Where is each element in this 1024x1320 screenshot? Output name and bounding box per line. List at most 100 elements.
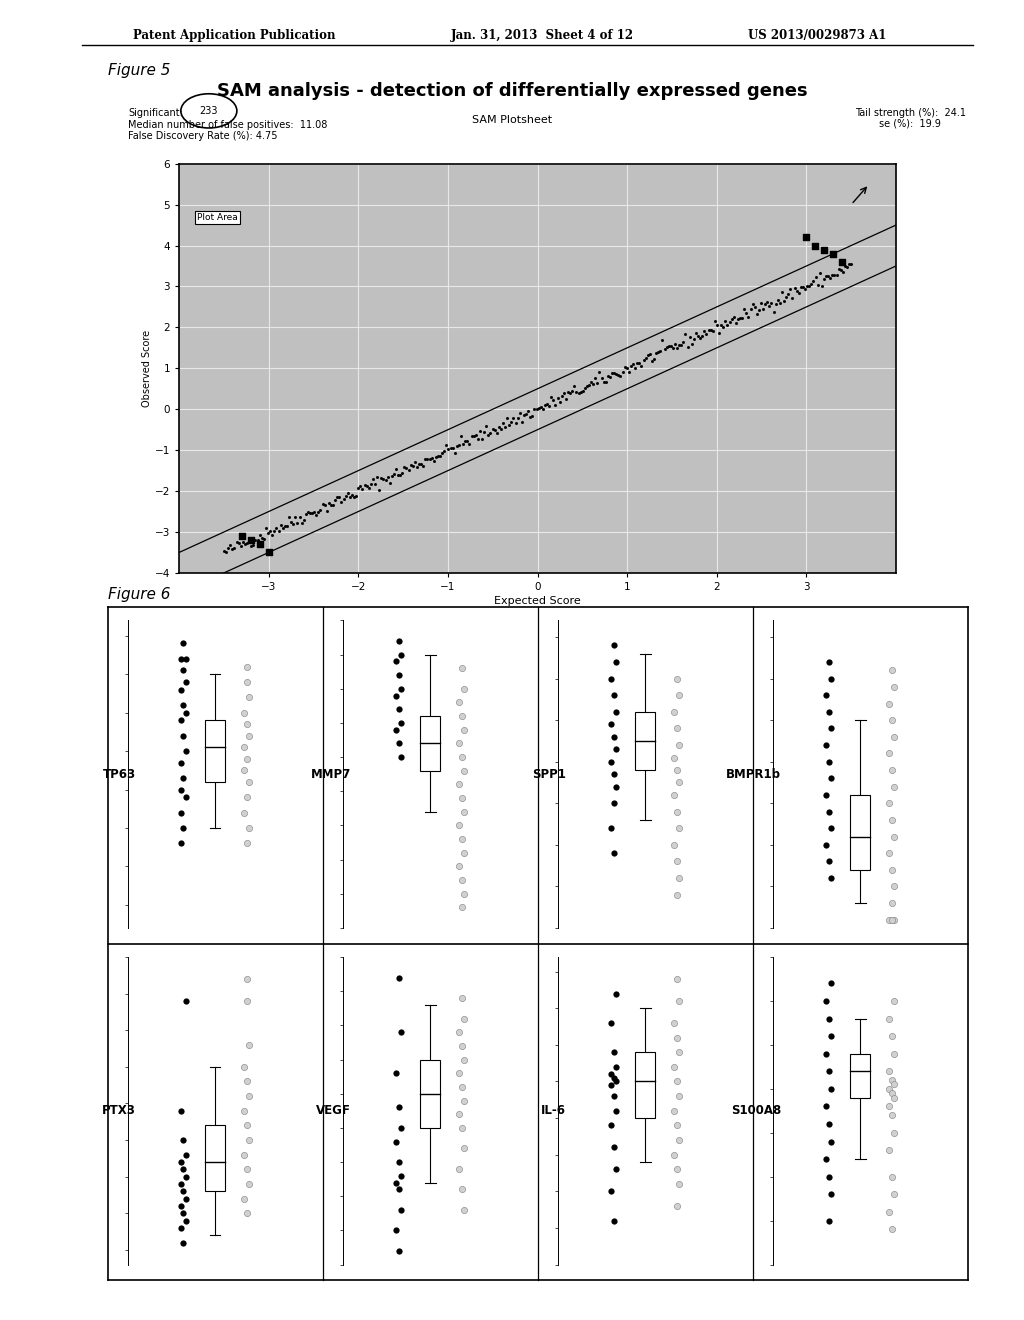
Text: SAM Plotsheet: SAM Plotsheet bbox=[472, 115, 552, 125]
Point bbox=[535, 399, 551, 420]
Point bbox=[436, 440, 453, 461]
Point bbox=[316, 495, 333, 516]
Point bbox=[751, 300, 767, 321]
Text: Plot Area: Plot Area bbox=[197, 213, 238, 222]
Point bbox=[409, 455, 425, 477]
Point bbox=[682, 327, 698, 348]
Point bbox=[356, 474, 373, 495]
Point bbox=[545, 389, 561, 411]
Point bbox=[564, 380, 581, 401]
Point bbox=[736, 298, 753, 319]
Point bbox=[629, 352, 645, 374]
Point bbox=[446, 442, 463, 463]
Text: TP63: TP63 bbox=[103, 768, 136, 780]
Point bbox=[449, 436, 465, 457]
Point bbox=[243, 529, 259, 550]
Point bbox=[570, 383, 587, 404]
Point bbox=[294, 513, 310, 535]
Point bbox=[250, 529, 266, 550]
Point bbox=[665, 338, 681, 359]
Point bbox=[279, 515, 295, 536]
Point bbox=[365, 469, 381, 490]
Point bbox=[304, 502, 321, 523]
Point bbox=[633, 355, 649, 376]
Point bbox=[709, 314, 725, 335]
Point bbox=[589, 372, 605, 393]
Point bbox=[274, 517, 291, 539]
Point bbox=[539, 393, 555, 414]
Point bbox=[232, 536, 249, 557]
Point bbox=[430, 445, 446, 466]
Point bbox=[501, 414, 517, 436]
Point bbox=[734, 308, 751, 329]
Point bbox=[686, 329, 702, 350]
Point bbox=[717, 310, 733, 331]
Point bbox=[466, 425, 482, 446]
Point bbox=[719, 314, 735, 335]
Point bbox=[738, 302, 755, 323]
Point bbox=[482, 422, 499, 444]
Bar bbox=[205, 1126, 225, 1192]
Point bbox=[621, 362, 637, 383]
Point bbox=[327, 490, 343, 511]
Point bbox=[434, 442, 451, 463]
Point bbox=[362, 474, 379, 495]
Point bbox=[798, 227, 814, 248]
Point bbox=[333, 491, 349, 512]
Point bbox=[726, 306, 742, 327]
Point bbox=[543, 387, 559, 408]
Text: S100A8: S100A8 bbox=[731, 1105, 781, 1117]
Point bbox=[272, 515, 289, 536]
Point bbox=[600, 364, 616, 385]
Point bbox=[690, 325, 707, 346]
Point bbox=[390, 465, 407, 486]
Point bbox=[497, 417, 513, 438]
Point bbox=[833, 259, 849, 280]
Point bbox=[451, 434, 467, 455]
Point bbox=[233, 525, 250, 546]
Point bbox=[340, 482, 356, 503]
Point bbox=[713, 314, 729, 335]
Point bbox=[252, 524, 268, 545]
Point bbox=[692, 327, 709, 348]
Point bbox=[602, 367, 618, 388]
Point bbox=[707, 310, 723, 331]
Point bbox=[663, 335, 679, 356]
Point bbox=[415, 455, 431, 477]
Point bbox=[512, 403, 528, 424]
Text: Significant:: Significant: bbox=[128, 108, 183, 119]
Point bbox=[784, 286, 801, 308]
Point bbox=[241, 529, 257, 550]
Point bbox=[826, 265, 843, 286]
Point bbox=[805, 271, 821, 292]
Point bbox=[839, 256, 855, 277]
Bar bbox=[635, 1052, 655, 1118]
Point bbox=[472, 420, 488, 441]
Point bbox=[801, 276, 817, 297]
Point bbox=[583, 371, 599, 392]
Point bbox=[428, 446, 444, 467]
Point bbox=[616, 356, 633, 378]
Text: se (%):  19.9: se (%): 19.9 bbox=[879, 119, 940, 129]
Point bbox=[524, 405, 541, 426]
Point bbox=[230, 533, 247, 554]
Point bbox=[516, 404, 532, 425]
Point bbox=[323, 494, 339, 515]
Point bbox=[828, 264, 845, 285]
Point bbox=[614, 362, 631, 383]
Text: SPP1: SPP1 bbox=[532, 768, 566, 780]
Point bbox=[329, 487, 345, 508]
Point bbox=[254, 528, 270, 549]
Point bbox=[318, 500, 335, 521]
Point bbox=[541, 396, 557, 417]
Point bbox=[746, 296, 763, 317]
Point bbox=[793, 277, 809, 298]
Point bbox=[377, 469, 393, 490]
Point bbox=[740, 306, 757, 327]
Point bbox=[461, 433, 477, 454]
Point bbox=[577, 378, 593, 399]
Point bbox=[298, 504, 314, 525]
Point bbox=[807, 235, 823, 256]
Point bbox=[835, 261, 851, 282]
Point bbox=[514, 411, 530, 432]
